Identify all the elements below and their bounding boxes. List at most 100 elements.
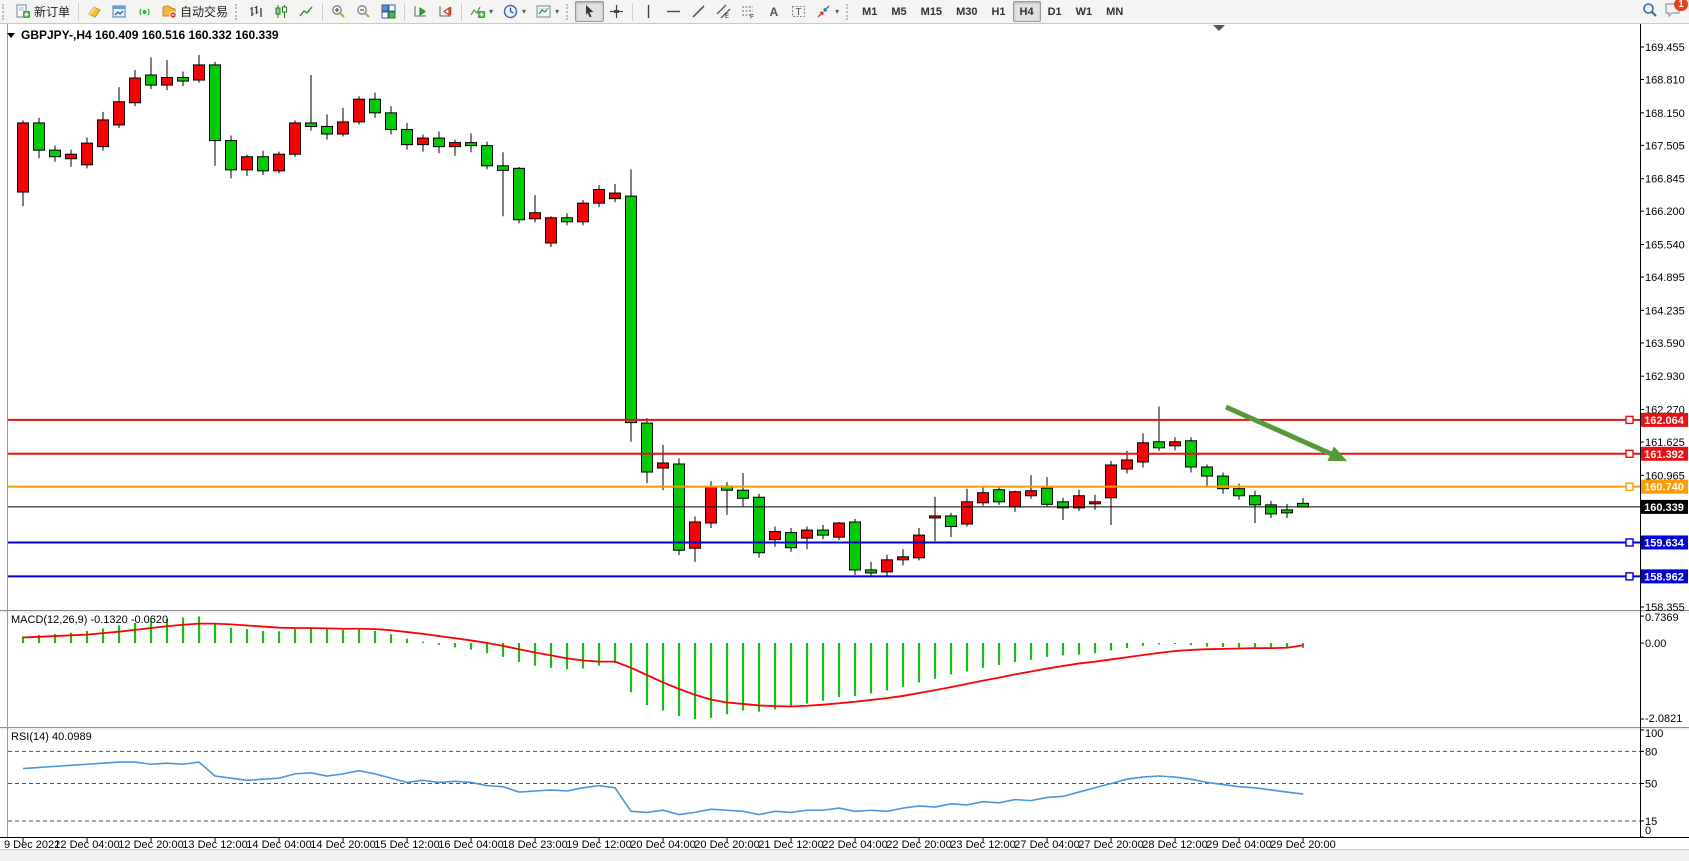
timeframe-h1-button[interactable]: H1	[991, 5, 1006, 18]
time-axis-label: 14 Dec 04:00	[246, 839, 311, 850]
chart-shift-button[interactable]	[433, 0, 458, 23]
line-chart-button[interactable]	[294, 0, 319, 23]
hline-handle-support-2[interactable]	[1625, 572, 1634, 581]
candlestick-chart-button[interactable]	[269, 0, 294, 23]
timeframe-mn-button[interactable]: MN	[1106, 5, 1124, 18]
auto-trading-button[interactable]: 自动交易	[157, 0, 233, 23]
text-label-button[interactable]: T	[786, 0, 811, 23]
chevron-down-icon[interactable]: ▾	[522, 7, 527, 16]
candle-body	[625, 195, 637, 424]
candle-body	[337, 121, 349, 135]
candle-body	[1153, 441, 1165, 449]
signals-button[interactable]	[132, 0, 157, 23]
macd-axis-label: 0.7369	[1645, 612, 1679, 624]
templates-button[interactable]: ▾	[531, 0, 564, 23]
price-axis-label: 164.895	[1645, 272, 1685, 284]
timeframe-h4-button[interactable]: H4	[1012, 1, 1041, 22]
candle-body	[593, 189, 605, 204]
trend-arrow-head[interactable]	[1327, 446, 1348, 462]
candle-body	[145, 74, 157, 86]
candle-body	[817, 529, 829, 536]
chat-button[interactable]: 1	[1664, 0, 1688, 21]
auto-scroll-button[interactable]	[408, 0, 433, 23]
price-axis-label: 163.590	[1645, 338, 1685, 350]
candle-body	[705, 486, 717, 524]
candle-body	[225, 140, 237, 171]
hline-handle-pivot-orange[interactable]	[1625, 482, 1634, 491]
one-click-trading-toggle[interactable]	[7, 33, 15, 38]
time-axis-label: 20 Dec 20:00	[694, 839, 759, 850]
price-axis-label: 167.505	[1645, 140, 1685, 152]
time-axis-label: 14 Dec 20:00	[310, 839, 375, 850]
vertical-line-button[interactable]	[636, 0, 661, 23]
timeframe-m15-button[interactable]: M15	[920, 5, 943, 18]
time-axis-label: 15 Dec 12:00	[374, 839, 439, 850]
candle-body	[273, 153, 285, 172]
candle-body	[1233, 488, 1245, 497]
price-axis-label: 166.200	[1645, 206, 1685, 218]
equidistant-channel-button[interactable]: E	[711, 0, 736, 23]
price-badge-label: 158.962	[1644, 571, 1684, 583]
time-axis-label: 13 Dec 12:00	[182, 839, 247, 850]
zoom-out-button[interactable]	[351, 0, 376, 23]
bar-chart-button[interactable]	[244, 0, 269, 23]
chevron-down-icon[interactable]: ▾	[489, 7, 494, 16]
candle-body	[257, 156, 269, 172]
auto-scroll-icon	[413, 4, 428, 19]
hline-handle-resistance-2[interactable]	[1625, 449, 1634, 458]
periods-icon	[503, 4, 518, 19]
chart-window-button[interactable]	[107, 0, 132, 23]
timeframe-m1-button[interactable]: M1	[862, 5, 878, 18]
cursor-button[interactable]	[575, 1, 605, 22]
new-order-icon	[16, 4, 31, 19]
search-icon[interactable]	[1642, 2, 1658, 21]
tile-windows-button[interactable]	[376, 0, 401, 23]
fibonacci-button[interactable]: F	[736, 0, 761, 23]
horizontal-line-button[interactable]	[661, 0, 686, 23]
candle-body	[769, 531, 781, 541]
candle-body	[177, 77, 189, 82]
candle-body	[945, 515, 957, 528]
fibonacci-icon: F	[741, 4, 756, 19]
periods-button[interactable]: ▾	[498, 0, 531, 23]
price-axis-label: 164.235	[1645, 305, 1685, 317]
timeframe-m30-button[interactable]: M30	[956, 5, 978, 18]
toolbar-right-group: 1	[1642, 0, 1689, 21]
indicators-button[interactable]: ▾	[465, 0, 498, 23]
market-watch-icon	[87, 4, 102, 19]
price-badge-160.740	[1641, 479, 1688, 494]
price-axis-label: 160.965	[1645, 470, 1685, 482]
hline-handle-support-1[interactable]	[1625, 538, 1634, 547]
timeframe-w1-button[interactable]: W1	[1075, 5, 1093, 18]
chevron-down-icon[interactable]: ▾	[835, 7, 840, 16]
price-axis-label: 169.455	[1645, 42, 1685, 54]
chart-shift-marker[interactable]	[1213, 25, 1225, 31]
chevron-down-icon[interactable]: ▾	[555, 7, 560, 16]
candle-body	[1281, 509, 1293, 514]
price-badge-label: 161.392	[1644, 449, 1684, 461]
timeframe-m5-button[interactable]: M5	[891, 5, 907, 18]
crosshair-button[interactable]	[604, 0, 629, 23]
time-axis-label: 29 Dec 20:00	[1270, 839, 1335, 850]
trendline-button[interactable]	[686, 0, 711, 23]
trend-arrow-annotation[interactable]	[1224, 404, 1340, 460]
candle-body	[881, 559, 893, 573]
market-watch-button[interactable]	[82, 0, 107, 23]
line-chart-icon	[299, 4, 314, 19]
time-axis-label: 9 Dec 2022	[4, 839, 60, 850]
hline-handle-resistance-1[interactable]	[1625, 415, 1634, 425]
timeframe-d1-button[interactable]: D1	[1047, 5, 1062, 18]
candle-body	[1089, 501, 1101, 505]
toolbar-separator	[632, 2, 634, 21]
candle-body	[321, 125, 333, 135]
zoom-in-button[interactable]	[326, 0, 351, 23]
candle-body	[497, 165, 509, 171]
candle-body	[753, 496, 765, 554]
candle-body	[369, 98, 381, 114]
arrows-button[interactable]: ▾	[811, 0, 844, 23]
text-label-icon: T	[791, 4, 806, 19]
new-order-button[interactable]: 新订单	[11, 0, 75, 23]
auto-trading-icon	[162, 4, 177, 19]
signals-icon	[137, 4, 152, 19]
text-button[interactable]: A	[761, 0, 786, 23]
